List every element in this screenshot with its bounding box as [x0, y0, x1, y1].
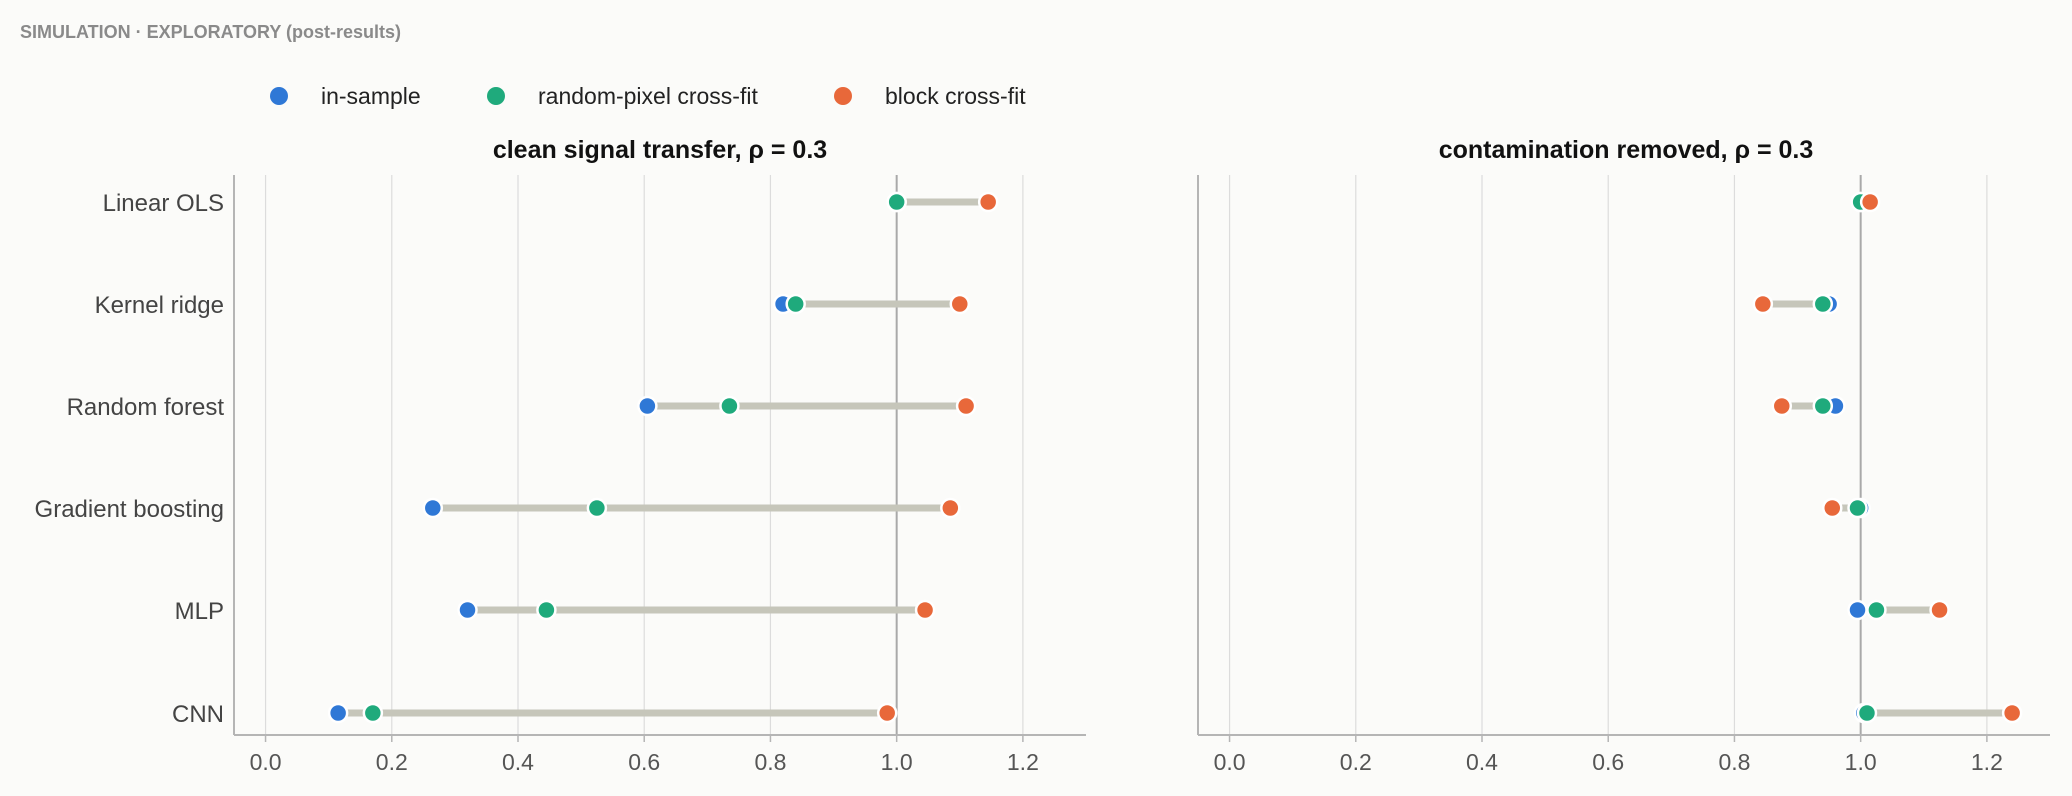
point-random-pixel-cross-fit [536, 599, 557, 621]
category-label: Gradient boosting [35, 496, 224, 523]
x-tick-label-4: 0.8 [754, 749, 786, 775]
category-label: MLP [175, 598, 224, 625]
point-in-sample [327, 702, 349, 724]
point-block-cross-fit [876, 702, 898, 724]
point-random-pixel-cross-fit [785, 293, 806, 315]
x-tick-label-5: 1.0 [881, 749, 913, 775]
category-label: Linear OLS [103, 190, 224, 217]
x-tick-label-6: 1.2 [1007, 749, 1039, 775]
x-tick-label-0: 0.0 [250, 749, 282, 775]
point-block-cross-fit [940, 497, 961, 519]
point-block-cross-fit [1822, 497, 1843, 519]
point-block-cross-fit [949, 293, 971, 315]
x-tick-label-4: 0.8 [1718, 749, 1750, 775]
point-random-pixel-cross-fit [586, 497, 608, 519]
point-in-sample [457, 599, 478, 621]
point-random-pixel-cross-fit [362, 702, 384, 724]
category-label: Random forest [67, 394, 225, 421]
x-tick-label-1: 0.2 [1340, 749, 1372, 775]
point-random-pixel-cross-fit [1812, 395, 1834, 417]
point-block-cross-fit [2001, 702, 2023, 724]
x-tick-label-2: 0.4 [502, 749, 534, 775]
point-block-cross-fit [1859, 191, 1881, 213]
point-random-pixel-cross-fit [886, 191, 907, 213]
point-block-cross-fit [1771, 395, 1793, 417]
x-tick-label-3: 0.6 [628, 749, 660, 775]
x-tick-label-0: 0.0 [1214, 749, 1246, 775]
legend-marker-0 [270, 87, 288, 105]
point-block-cross-fit [914, 599, 936, 621]
point-in-sample [1847, 599, 1868, 621]
point-block-cross-fit [1929, 599, 1950, 621]
x-tick-label-3: 0.6 [1592, 749, 1624, 775]
point-random-pixel-cross-fit [1812, 293, 1834, 315]
point-block-cross-fit [1752, 293, 1774, 315]
point-block-cross-fit [955, 395, 977, 417]
x-tick-label-5: 1.0 [1845, 749, 1877, 775]
category-label: CNN [172, 701, 224, 728]
point-random-pixel-cross-fit [1847, 497, 1868, 519]
panel-title: clean signal transfer, ρ = 0.3 [493, 136, 827, 164]
legend-label-2: block cross-fit [885, 83, 1026, 109]
point-random-pixel-cross-fit [1856, 702, 1878, 724]
point-random-pixel-cross-fit [1866, 599, 1887, 621]
point-in-sample [422, 497, 444, 519]
legend-marker-2 [834, 87, 852, 105]
legend-label-0: in-sample [321, 83, 421, 109]
legend-marker-1 [487, 87, 505, 105]
x-tick-label-2: 0.4 [1466, 749, 1498, 775]
category-label: Kernel ridge [95, 292, 224, 319]
point-random-pixel-cross-fit [719, 395, 740, 417]
panel-contamination-removed: contamination removed, ρ = 0.3 0.0 0.2 0.4 0… [1197, 136, 2050, 775]
point-block-cross-fit [977, 191, 999, 213]
legend-label-1: random-pixel cross-fit [538, 83, 758, 109]
x-tick-label-6: 1.2 [1971, 749, 2003, 775]
panel-clean-signal-transfer: clean signal transfer, ρ = 0.3 0.0 0.2 0.4 0… [35, 136, 1086, 775]
legend: in-sample random-pixel cross-fit block cro… [270, 83, 1026, 109]
panel-title: contamination removed, ρ = 0.3 [1439, 136, 1814, 164]
figure-eyebrow: SIMULATION · EXPLORATORY (post-results) [20, 22, 401, 42]
x-tick-label-1: 0.2 [376, 749, 408, 775]
point-in-sample [637, 395, 658, 417]
